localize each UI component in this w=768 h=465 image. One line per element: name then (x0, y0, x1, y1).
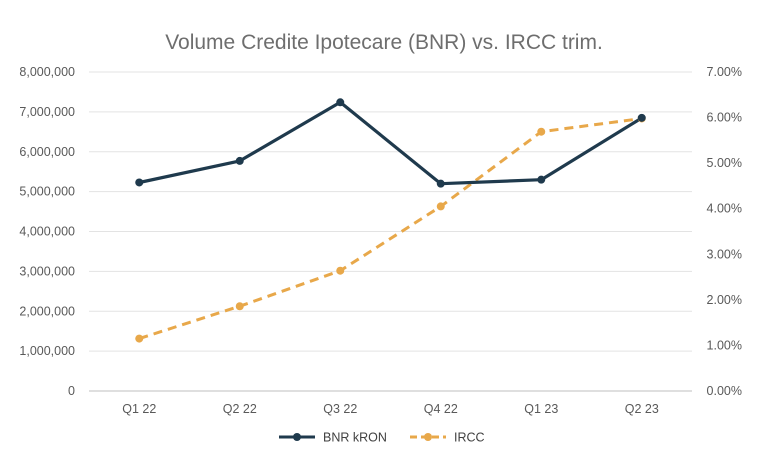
data-point-ircc (537, 127, 546, 136)
data-point-ircc (436, 202, 445, 211)
x-axis: Q1 22 Q2 22 Q3 22 Q4 22 Q1 23 Q2 23 (122, 402, 659, 416)
legend: BNR kRON IRCC (279, 431, 485, 445)
data-point-ircc (135, 334, 144, 343)
legend-label: IRCC (454, 431, 485, 445)
data-point-bnr-kron (336, 98, 345, 107)
x-tick-label: Q2 22 (223, 402, 257, 416)
legend-swatch-marker (424, 433, 432, 441)
x-tick-label: Q3 22 (323, 402, 357, 416)
series-line-bnr-kron (137, 100, 644, 186)
legend-swatch-marker (293, 433, 301, 441)
y-left-tick-label: 6,000,000 (19, 145, 75, 159)
y-right-tick-label: 4.00% (707, 202, 742, 216)
data-point-bnr-kron (235, 156, 244, 165)
x-tick-label: Q1 22 (122, 402, 156, 416)
data-point-ircc (336, 266, 345, 275)
y-left-tick-label: 4,000,000 (19, 225, 75, 239)
y-right-tick-label: 1.00% (707, 338, 742, 352)
chart-title: Volume Credite Ipotecare (BNR) vs. IRCC … (165, 31, 603, 54)
series-points (135, 98, 646, 343)
legend-item-bnr-kron: BNR kRON (279, 431, 387, 445)
data-point-ircc (235, 302, 244, 311)
y-left-tick-label: 0 (68, 384, 75, 398)
y-left-tick-label: 3,000,000 (19, 264, 75, 278)
x-tick-label: Q2 23 (625, 402, 659, 416)
series-lines (137, 100, 644, 341)
gridlines (89, 71, 692, 392)
y-axis-left: 0 1,000,000 2,000,000 3,000,000 4,000,000 5,0… (19, 65, 75, 398)
y-right-tick-label: 0.00% (707, 384, 742, 398)
y-right-tick-label: 6.00% (707, 111, 742, 125)
y-axis-right: 0.00% 1.00% 2.00% 3.00% 4.00% 5.00% 6.00% 7.00% (707, 65, 742, 398)
legend-item-ircc: IRCC (410, 431, 485, 445)
x-tick-label: Q4 22 (424, 402, 458, 416)
data-point-bnr-kron (436, 179, 445, 188)
y-left-tick-label: 5,000,000 (19, 185, 75, 199)
x-tick-label: Q1 23 (524, 402, 558, 416)
legend-label: BNR kRON (323, 431, 387, 445)
series-line-ircc (138, 117, 642, 341)
y-left-tick-label: 8,000,000 (19, 65, 75, 79)
y-right-tick-label: 5.00% (707, 156, 742, 170)
y-right-tick-label: 7.00% (707, 65, 742, 79)
data-point-bnr-kron (135, 178, 144, 187)
y-right-tick-label: 2.00% (707, 293, 742, 307)
y-left-tick-label: 1,000,000 (19, 344, 75, 358)
data-point-bnr-kron (537, 175, 546, 184)
y-left-tick-label: 2,000,000 (19, 304, 75, 318)
data-point-bnr-kron (637, 113, 646, 122)
y-left-tick-label: 7,000,000 (19, 105, 75, 119)
y-right-tick-label: 3.00% (707, 247, 742, 261)
